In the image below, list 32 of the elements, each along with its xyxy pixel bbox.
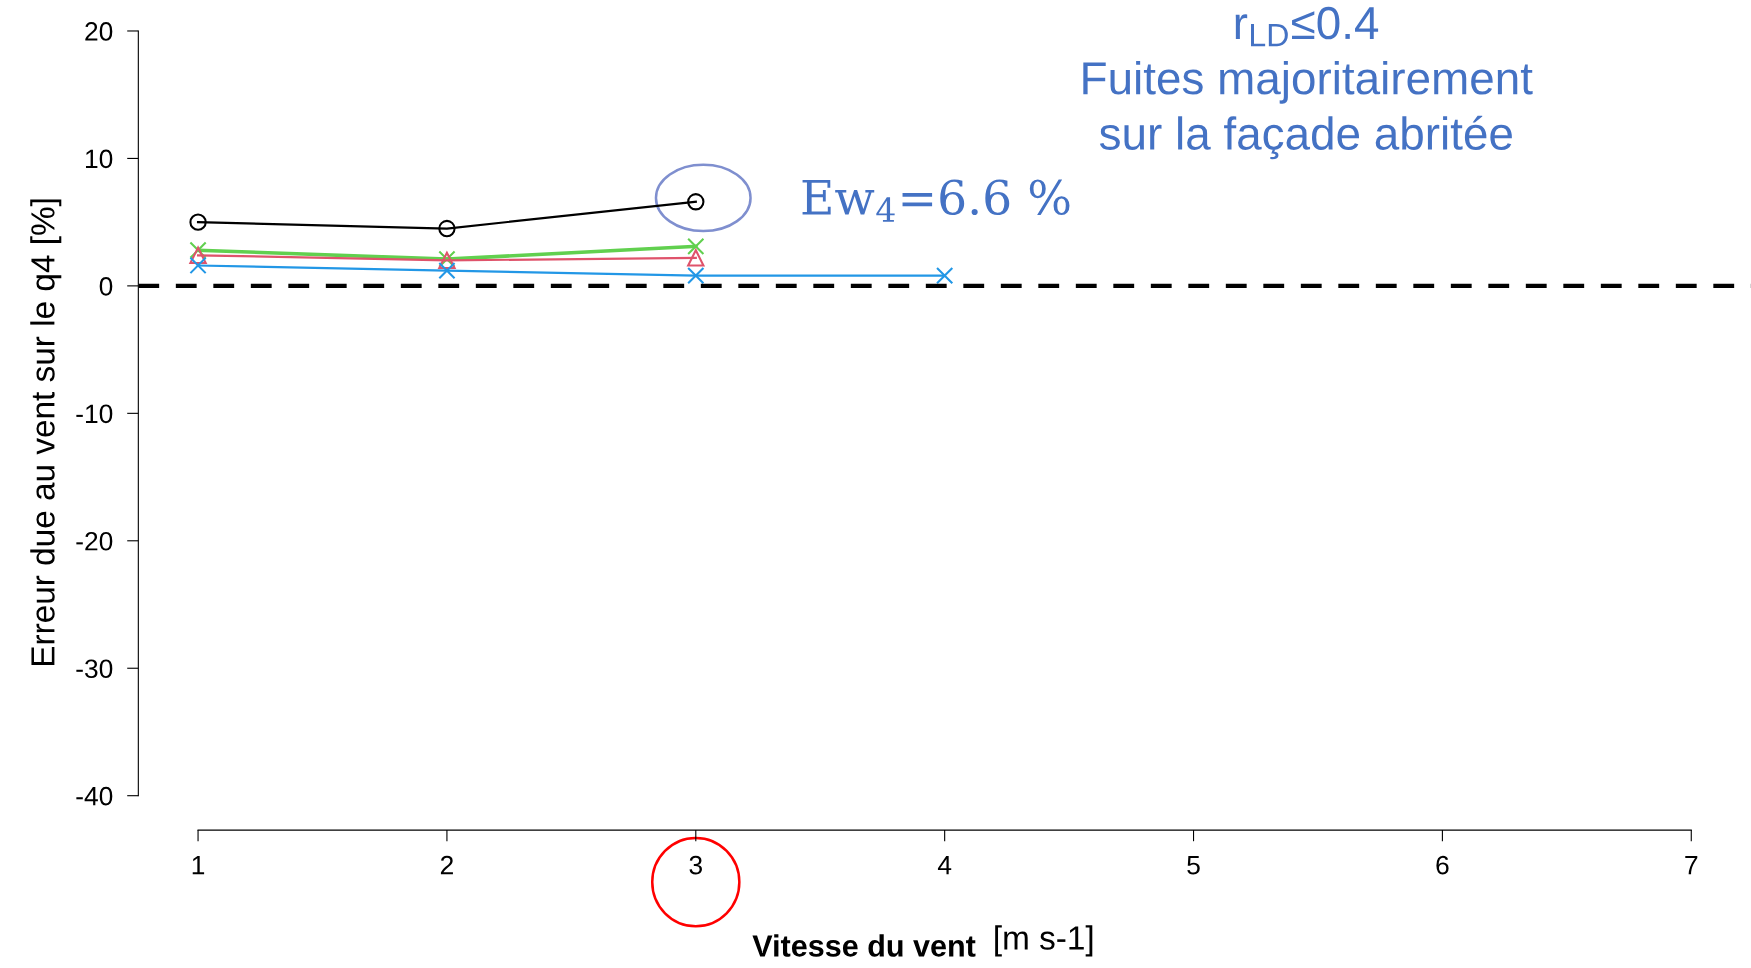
y-tick-label: -10	[76, 404, 113, 424]
point	[189, 241, 207, 259]
x-tick-label: 7	[1685, 856, 1698, 875]
y-tick-label: 10	[85, 149, 113, 169]
annotation: sur la façade abritée	[1099, 115, 1512, 160]
point	[687, 193, 705, 211]
annotation: Ew$_{4}$=6.6 %	[802, 179, 1070, 222]
point	[438, 219, 456, 238]
point	[438, 261, 456, 280]
y-axis-title: Erreur due au vent sur le q4 [%]	[30, 199, 62, 666]
x-tick-label: 5	[1187, 856, 1200, 875]
point	[189, 246, 207, 264]
annotation: r$_{LD}$≤0.4	[1235, 6, 1379, 47]
point	[687, 237, 705, 256]
x-tick-label: 4	[937, 856, 952, 875]
point	[687, 249, 705, 267]
y-tick-label: 0	[99, 277, 113, 296]
x-tick-label: 1	[192, 856, 205, 875]
point	[935, 267, 954, 285]
y-tick-label: 20	[85, 22, 113, 41]
x-tick-label: 2	[440, 855, 453, 875]
point	[189, 213, 207, 231]
x-tick-label: 6	[1436, 855, 1449, 875]
x-tick-label: 3	[689, 855, 702, 875]
annotation: Fuites majoritairement	[1083, 60, 1533, 104]
x-axis-title: Vitesse du vent	[752, 934, 976, 957]
point	[687, 267, 705, 285]
text: [m s-1]	[995, 925, 1093, 957]
y-tick-label: -40	[76, 786, 113, 806]
y-tick-label: -30	[76, 659, 113, 679]
y-tick-label: -20	[76, 531, 113, 551]
point	[189, 256, 207, 275]
